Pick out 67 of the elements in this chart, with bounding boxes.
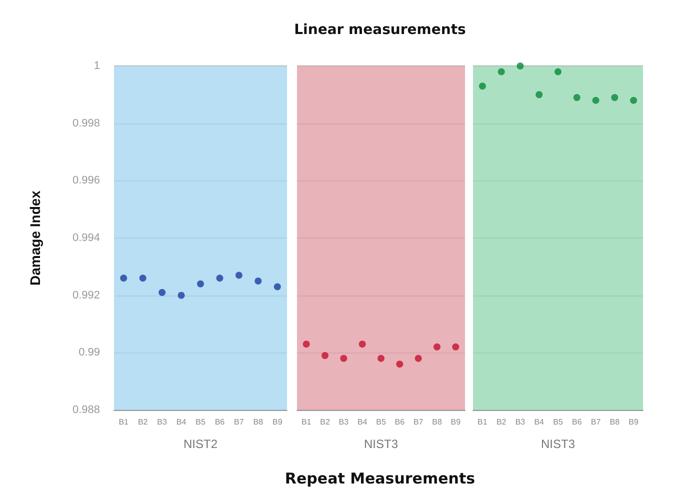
x-tick-label: B4: [176, 418, 187, 426]
x-tick-label: B9: [450, 418, 462, 426]
x-tick-label: B1: [478, 418, 488, 426]
point: [302, 340, 310, 348]
y-tick-label: 0.99: [78, 346, 100, 359]
y-tick-label: 0.988: [72, 404, 100, 416]
x-tick-label: B7: [234, 418, 244, 426]
point: [396, 360, 404, 368]
x-tick-label: B8: [610, 418, 620, 426]
x-tick-label: B3: [157, 418, 168, 426]
point: [478, 82, 486, 90]
point: [178, 292, 185, 299]
x-tick-label: B8: [432, 418, 442, 426]
x-axis-title: NIST2: [183, 437, 218, 451]
point: [434, 343, 440, 350]
point: [158, 288, 166, 296]
point: [216, 274, 224, 282]
x-tick-label: B1: [301, 418, 312, 426]
point: [498, 68, 505, 76]
x-tick-label: B4: [534, 418, 545, 426]
x-tick-label: B2: [138, 418, 148, 426]
x-tick-label: B5: [196, 418, 206, 426]
x-tick-label: B6: [572, 418, 582, 426]
point: [235, 272, 242, 279]
y-tick-label: 0.996: [72, 174, 100, 187]
x-tick-label: B7: [590, 418, 602, 426]
x-tick-label: B9: [628, 418, 639, 426]
y-tick-label: 1: [94, 60, 100, 72]
x-tick-label: B2: [496, 418, 507, 426]
x-tick-label: B6: [214, 418, 226, 426]
point: [573, 94, 580, 102]
x-tick-label: B3: [338, 418, 350, 426]
point: [554, 68, 562, 76]
point: [120, 274, 128, 282]
point: [452, 343, 460, 350]
x-tick-label: B8: [253, 418, 264, 426]
y-tick-label: 0.992: [72, 289, 100, 302]
chart-title: Linear measurements: [294, 22, 466, 38]
point: [139, 274, 146, 282]
y-tick-label: 0.998: [72, 117, 100, 130]
point: [414, 354, 422, 362]
point: [536, 91, 543, 98]
point: [592, 96, 600, 104]
x-tick-label: B9: [272, 418, 283, 426]
x-tick-label: B4: [357, 418, 368, 426]
point: [516, 62, 524, 70]
point: [630, 96, 638, 104]
point: [340, 354, 348, 362]
point: [358, 340, 366, 348]
y-tick-label: 0.994: [72, 232, 100, 244]
x-tick-label: B7: [413, 418, 424, 426]
point: [611, 94, 618, 102]
point: [197, 280, 204, 288]
y-axis-title: Damage Index: [27, 190, 43, 286]
x-tick-label: B3: [515, 418, 526, 426]
x-tick-label: B6: [394, 418, 406, 426]
x-axis-title: NIST3: [364, 437, 398, 451]
x-tick-label: B2: [320, 418, 330, 426]
point: [274, 283, 281, 290]
text: Repeat Measurements: [284, 470, 476, 488]
x-axis-title: NIST3: [540, 437, 576, 451]
x-tick-label: B1: [118, 418, 130, 426]
point: [378, 354, 384, 362]
x-tick-label: B5: [376, 418, 386, 426]
point: [254, 278, 262, 284]
point: [322, 352, 328, 360]
x-tick-label: B5: [553, 418, 564, 426]
